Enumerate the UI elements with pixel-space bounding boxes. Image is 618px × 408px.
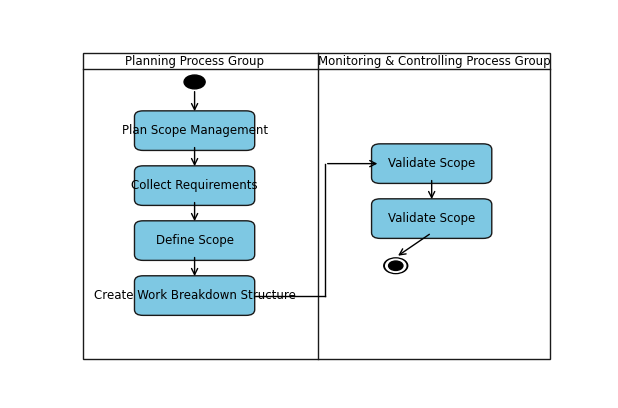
FancyBboxPatch shape — [135, 111, 255, 151]
Circle shape — [184, 75, 205, 89]
Text: Planning Process Group: Planning Process Group — [125, 55, 264, 68]
Text: Validate Scope: Validate Scope — [388, 212, 475, 225]
Text: Plan Scope Management: Plan Scope Management — [122, 124, 268, 137]
Text: Validate Scope: Validate Scope — [388, 157, 475, 170]
FancyBboxPatch shape — [371, 199, 492, 238]
Circle shape — [389, 261, 403, 271]
Text: Define Scope: Define Scope — [156, 234, 234, 247]
FancyBboxPatch shape — [135, 276, 255, 315]
FancyBboxPatch shape — [135, 221, 255, 260]
FancyBboxPatch shape — [135, 166, 255, 205]
Circle shape — [384, 258, 408, 274]
Text: Create Work Breakdown Structure: Create Work Breakdown Structure — [94, 289, 295, 302]
Text: Collect Requirements: Collect Requirements — [131, 179, 258, 192]
FancyBboxPatch shape — [371, 144, 492, 184]
Text: Monitoring & Controlling Process Group: Monitoring & Controlling Process Group — [318, 55, 551, 68]
Circle shape — [386, 259, 406, 272]
